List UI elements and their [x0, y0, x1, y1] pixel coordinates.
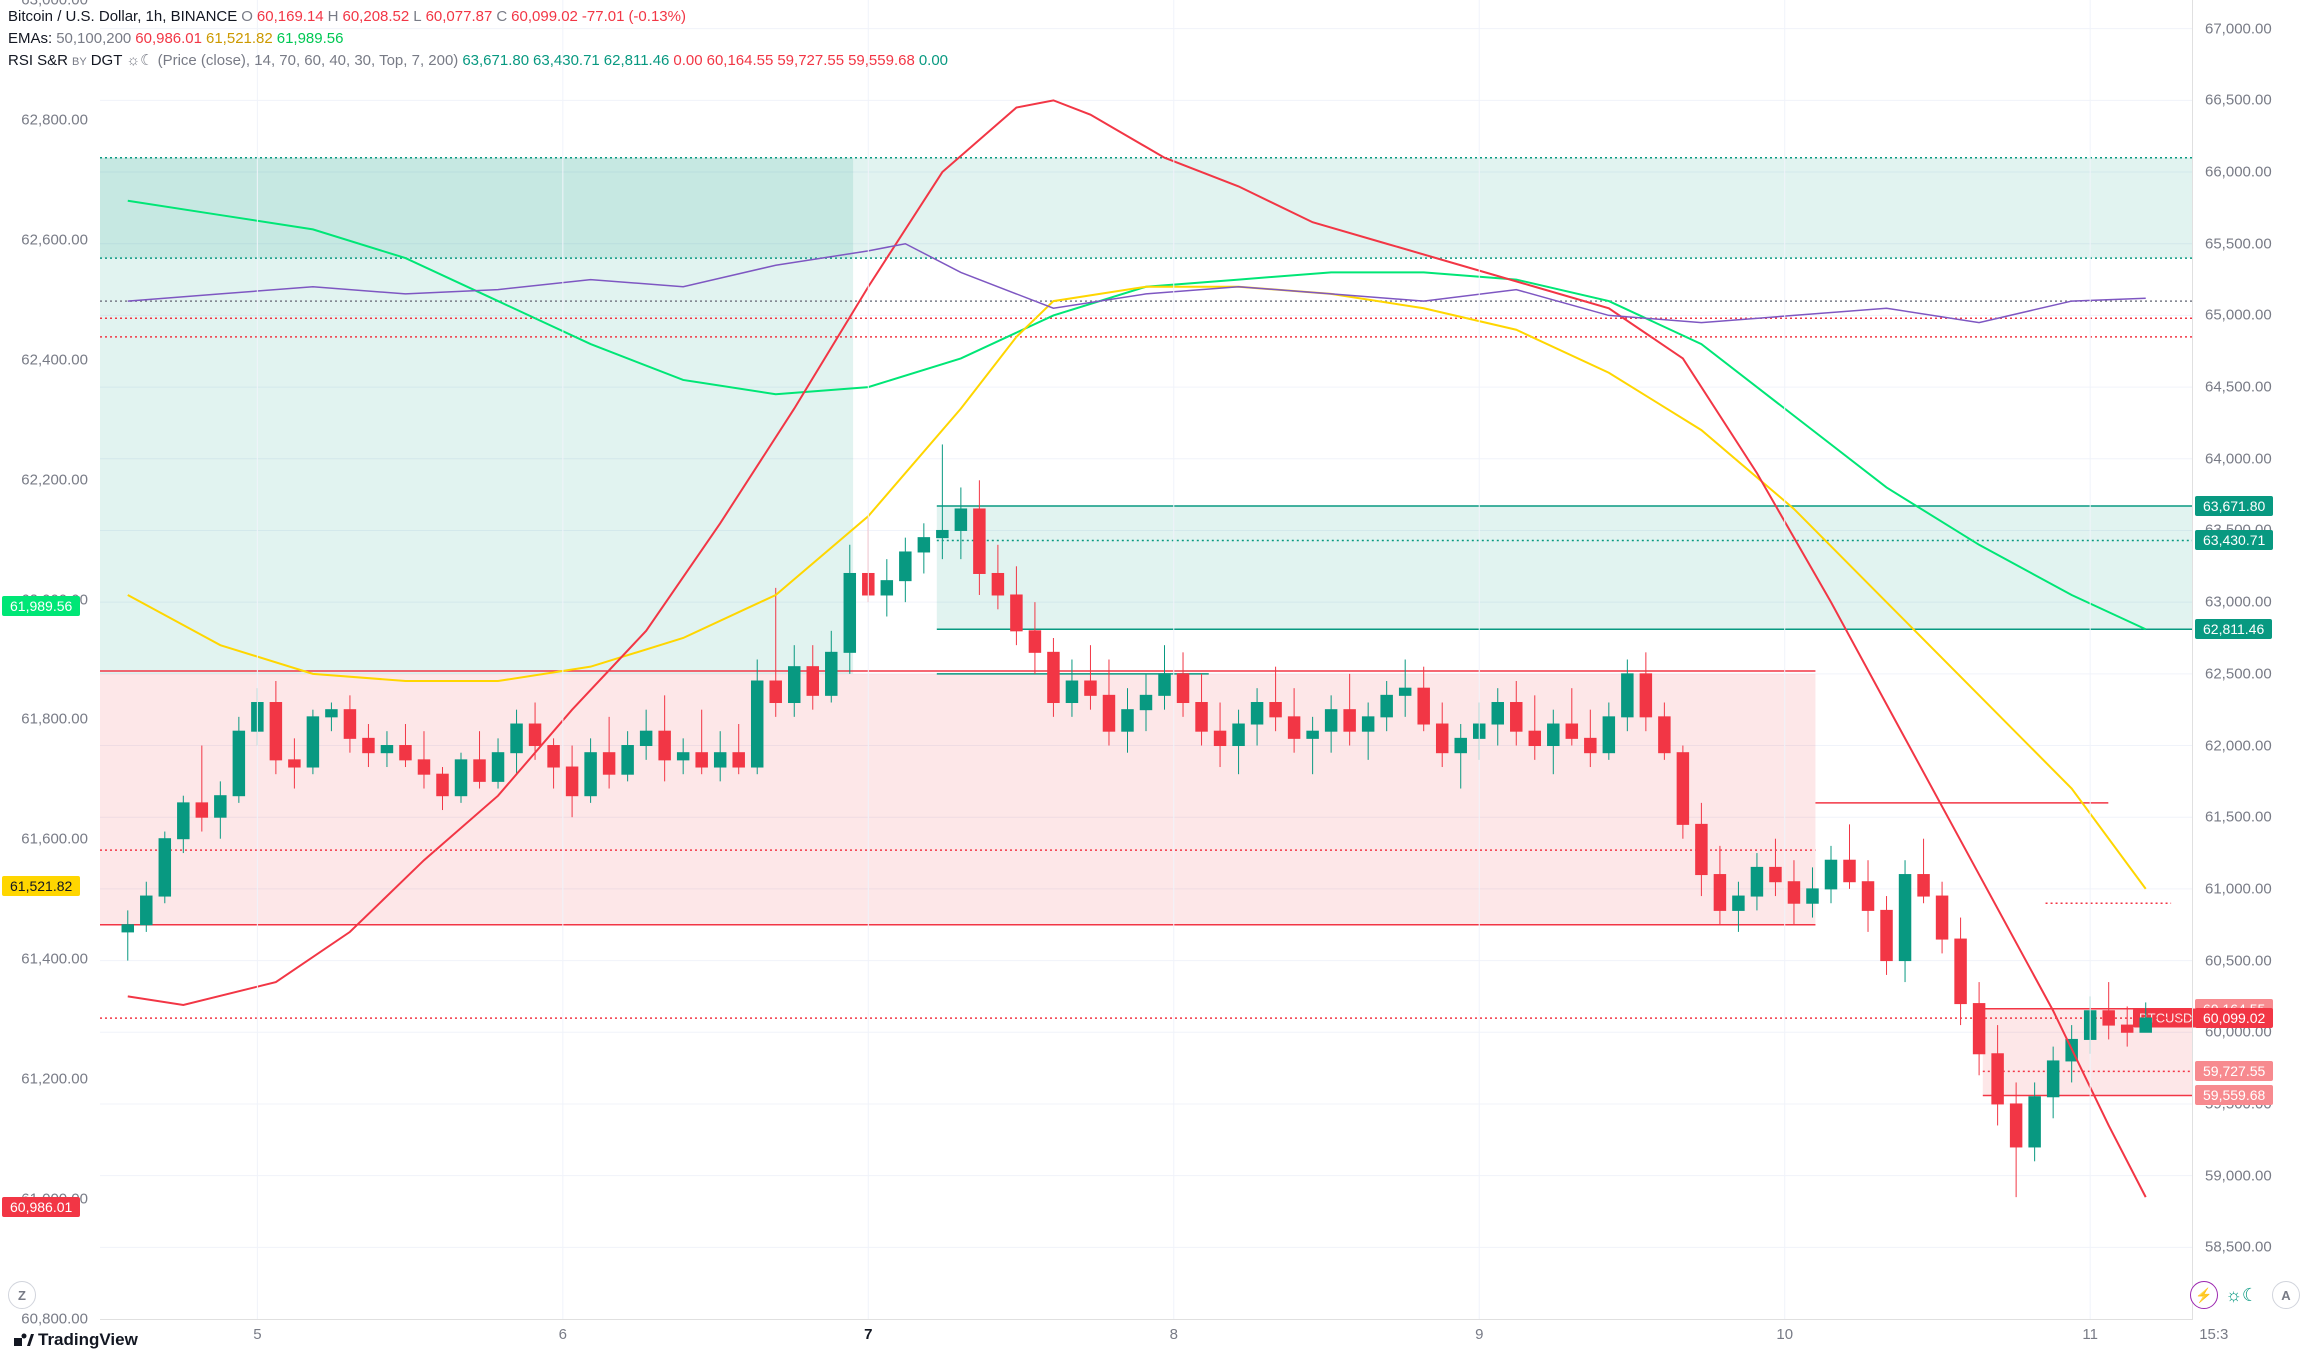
price-badge: 62,811.46 — [2195, 619, 2272, 639]
price-badge: 61,521.82 — [2, 876, 80, 896]
chart-svg — [100, 0, 2192, 1319]
price-badge: 63,671.80 — [2195, 496, 2273, 516]
price-badge: 60,099.02 — [2195, 1008, 2273, 1028]
price-badge: 59,559.68 — [2195, 1085, 2273, 1105]
time-axis[interactable]: 56789101115:3 — [100, 1319, 2193, 1364]
chart-area[interactable] — [100, 0, 2193, 1319]
price-badge: 61,989.56 — [2, 596, 80, 616]
right-price-axis[interactable]: 67,000.0066,500.0066,000.0065,500.0065,0… — [2193, 0, 2308, 1319]
price-badge: 59,727.55 — [2195, 1061, 2273, 1081]
left-price-axis[interactable]: 63,000.0062,800.0062,600.0062,400.0062,2… — [0, 0, 100, 1319]
tradingview-logo: TradingView — [14, 1330, 138, 1350]
price-badge: 63,430.71 — [2195, 530, 2273, 550]
price-badge: 60,986.01 — [2, 1197, 80, 1217]
a-button[interactable]: A — [2272, 1281, 2300, 1309]
bolt-icon[interactable]: ⚡ — [2190, 1281, 2218, 1309]
sun-moon-icon: ☼☾ — [2225, 1285, 2258, 1306]
symbol-title: Bitcoin / U.S. Dollar, 1h, BINANCE — [8, 6, 237, 28]
chart-legend: Bitcoin / U.S. Dollar, 1h, BINANCE O60,1… — [8, 6, 948, 71]
z-button[interactable]: Z — [8, 1281, 36, 1309]
